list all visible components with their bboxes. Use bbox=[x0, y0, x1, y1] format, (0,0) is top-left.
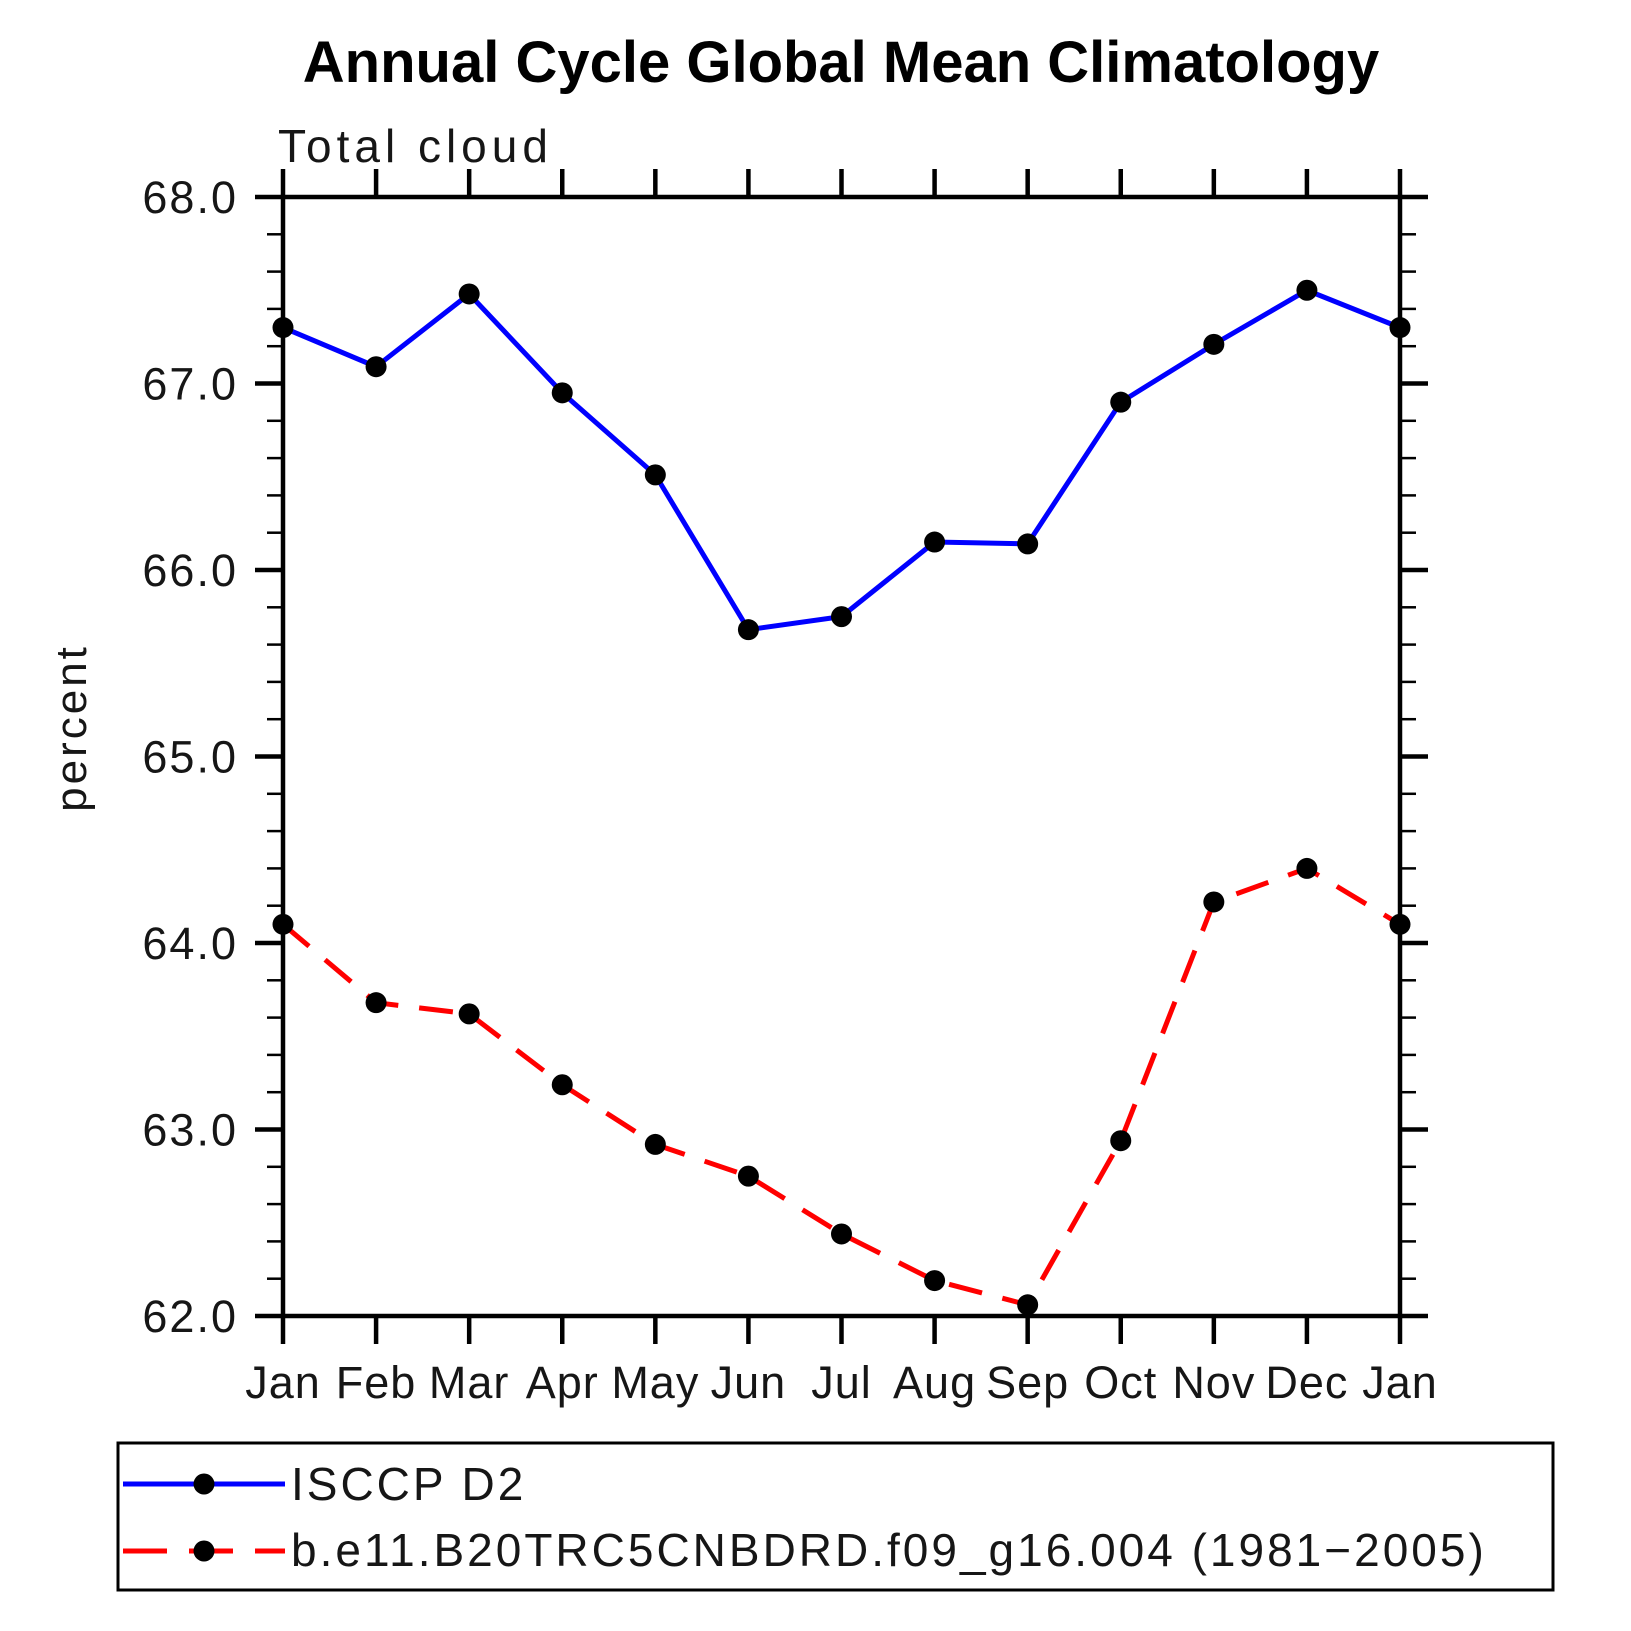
data-point bbox=[831, 606, 852, 628]
y-tick-label: 62.0 bbox=[142, 1291, 238, 1342]
data-point bbox=[924, 531, 946, 553]
data-point bbox=[831, 1223, 852, 1245]
data-point bbox=[1017, 1294, 1039, 1316]
data-point bbox=[1389, 317, 1411, 339]
data-point bbox=[1296, 279, 1318, 301]
x-tick-label: Jun bbox=[711, 1357, 787, 1408]
x-tick-label: Feb bbox=[336, 1357, 417, 1408]
data-point bbox=[458, 1003, 480, 1025]
data-series bbox=[272, 279, 1411, 1316]
y-tick-label: 63.0 bbox=[142, 1104, 238, 1155]
x-tick-label: Jan bbox=[1362, 1357, 1438, 1408]
x-tick-label: Sep bbox=[986, 1357, 1069, 1408]
x-tick-label: Oct bbox=[1084, 1357, 1157, 1408]
legend-label-model: b.e11.B20TRC5CNBDRD.f09_g16.004 (1981−20… bbox=[291, 1524, 1487, 1576]
data-point bbox=[458, 283, 480, 305]
data-point bbox=[1203, 891, 1225, 913]
x-tick-label: Mar bbox=[429, 1357, 510, 1408]
data-point bbox=[1203, 333, 1225, 355]
chart-title: Annual Cycle Global Mean Climatology bbox=[303, 30, 1379, 95]
data-point bbox=[551, 382, 573, 404]
x-tick-label: Jan bbox=[245, 1357, 321, 1408]
x-tick-label: May bbox=[611, 1357, 699, 1408]
legend-label-isccp: ISCCP D2 bbox=[291, 1458, 526, 1510]
data-point bbox=[644, 464, 666, 486]
data-point bbox=[1296, 857, 1318, 879]
x-tick-label: Apr bbox=[526, 1357, 599, 1408]
data-point bbox=[644, 1133, 666, 1155]
data-point bbox=[924, 1270, 946, 1292]
x-tick-label: Aug bbox=[893, 1357, 976, 1408]
y-tick-label: 65.0 bbox=[142, 731, 238, 782]
x-tick-label: Dec bbox=[1265, 1357, 1348, 1408]
data-point bbox=[1017, 533, 1039, 555]
y-axis-title: percent bbox=[47, 644, 96, 812]
y-tick-label: 67.0 bbox=[142, 358, 238, 409]
y-tick-label: 64.0 bbox=[142, 918, 238, 969]
data-point bbox=[272, 317, 294, 339]
plot-frame bbox=[280, 194, 1403, 1319]
legend-box bbox=[116, 1441, 1555, 1592]
data-point bbox=[551, 1074, 573, 1096]
legend: ISCCP D2 b.e11.B20TRC5CNBDRD.f09_g16.004… bbox=[116, 1441, 1555, 1592]
x-tick-label: Jul bbox=[811, 1357, 872, 1408]
y-tick-label: 68.0 bbox=[142, 172, 238, 223]
data-point bbox=[1110, 391, 1132, 413]
legend-sample-marker-icon bbox=[193, 1540, 215, 1562]
data-point bbox=[272, 913, 294, 935]
data-point bbox=[737, 1165, 759, 1187]
y-tick-label: 66.0 bbox=[142, 545, 238, 596]
legend-sample-marker-icon bbox=[193, 1473, 215, 1495]
data-point bbox=[365, 356, 387, 378]
data-point bbox=[365, 992, 387, 1014]
data-point bbox=[737, 619, 759, 641]
data-point bbox=[1389, 913, 1411, 935]
series-line-0 bbox=[282, 287, 1401, 633]
chart-subtitle: Total cloud bbox=[278, 120, 553, 172]
data-point bbox=[1110, 1130, 1132, 1152]
x-tick-label: Nov bbox=[1172, 1357, 1255, 1408]
